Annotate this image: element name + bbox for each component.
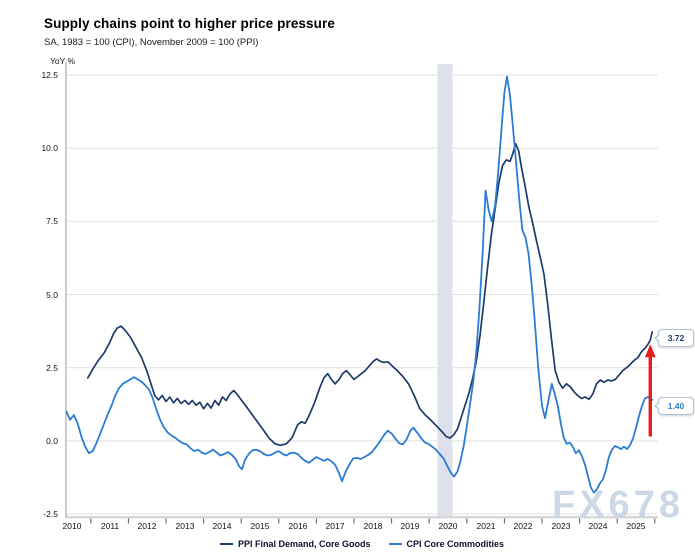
cpi-end-value: 1.40 bbox=[667, 401, 685, 411]
x-tick-label: 2016 bbox=[288, 521, 308, 531]
x-tick-label: 2021 bbox=[476, 521, 496, 531]
y-tick-label: 5.0 bbox=[46, 290, 58, 300]
y-tick-label: 7.5 bbox=[46, 216, 58, 226]
legend-item-ppi: PPI Final Demand, Core Goods bbox=[219, 539, 371, 549]
x-tick-label: 2020 bbox=[438, 521, 458, 531]
x-tick-label: 2018 bbox=[363, 521, 383, 531]
x-tick-label: 2017 bbox=[325, 521, 345, 531]
x-tick-label: 2019 bbox=[400, 521, 420, 531]
cpi-line-swatch bbox=[388, 542, 402, 546]
watermark: FX678 bbox=[552, 484, 684, 526]
legend: PPI Final Demand, Core Goods CPI Core Co… bbox=[66, 539, 658, 549]
x-tick-label: 2022 bbox=[513, 521, 533, 531]
x-tick-label: 2015 bbox=[250, 521, 270, 531]
x-tick-label: 2025 bbox=[626, 521, 646, 531]
recession-band bbox=[437, 64, 453, 517]
red-up-arrow-head bbox=[644, 344, 656, 358]
x-axis-line bbox=[66, 516, 658, 519]
x-tick-label: 2014 bbox=[212, 521, 232, 531]
y-axis-unit-label: YoY % bbox=[50, 56, 76, 66]
ppi-end-value: 3.72 bbox=[667, 333, 685, 343]
x-tick-label: 2013 bbox=[175, 521, 195, 531]
ppi-end-value-callout: 3.72 bbox=[658, 329, 694, 347]
x-tick-label: 2012 bbox=[137, 521, 157, 531]
y-tick-label: 10.0 bbox=[41, 143, 58, 153]
ppi-line-swatch bbox=[219, 542, 233, 546]
y-tick-label: 2.5 bbox=[46, 363, 58, 373]
y-tick-label: -2.5 bbox=[43, 509, 58, 519]
x-tick-label: 2024 bbox=[588, 521, 608, 531]
legend-label-ppi: PPI Final Demand, Core Goods bbox=[237, 539, 371, 549]
ppi-line bbox=[86, 142, 654, 447]
chart-title: Supply chains point to higher price pres… bbox=[44, 16, 335, 31]
chart-subtitle: SA, 1983 = 100 (CPI), November 2009 = 10… bbox=[44, 37, 259, 48]
x-tick-label: 2011 bbox=[100, 521, 120, 531]
y-tick-label: 0.0 bbox=[46, 436, 58, 446]
x-tick-label: 2023 bbox=[551, 521, 571, 531]
legend-item-cpi: CPI Core Commodities bbox=[388, 539, 505, 549]
cpi-end-value-callout: 1.40 bbox=[658, 397, 694, 415]
x-tick-label: 2010 bbox=[62, 521, 82, 531]
legend-label-cpi: CPI Core Commodities bbox=[406, 539, 505, 549]
cpi-line bbox=[65, 75, 654, 494]
y-tick-label: 12.5 bbox=[41, 70, 58, 80]
